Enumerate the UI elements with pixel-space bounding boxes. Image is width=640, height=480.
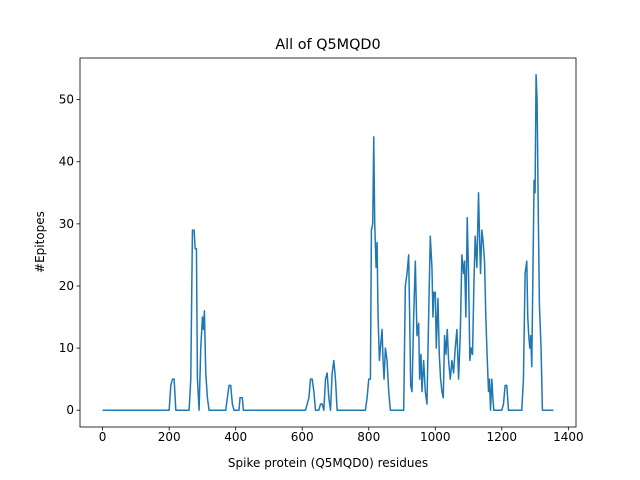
x-tick-label: 200 (158, 430, 181, 444)
x-axis-label: Spike protein (Q5MQD0) residues (228, 456, 428, 470)
x-tick-label: 1200 (487, 430, 518, 444)
x-tick-label: 600 (291, 430, 314, 444)
y-tick-label: 40 (59, 155, 74, 169)
y-tick-label: 30 (59, 217, 74, 231)
y-tick-label: 0 (66, 403, 74, 417)
x-tick-label: 1400 (553, 430, 584, 444)
chart-title: All of Q5MQD0 (275, 37, 380, 53)
x-tick-label: 0 (99, 430, 107, 444)
y-tick-label: 20 (59, 279, 74, 293)
y-axis-label: #Epitopes (33, 211, 47, 273)
x-tick-label: 400 (224, 430, 247, 444)
plot-frame (79, 57, 577, 428)
y-tick-label: 10 (59, 341, 74, 355)
y-tick-label: 50 (59, 93, 74, 107)
data-line (102, 74, 554, 411)
x-tick-label: 1000 (420, 430, 451, 444)
x-tick-label: 800 (357, 430, 380, 444)
